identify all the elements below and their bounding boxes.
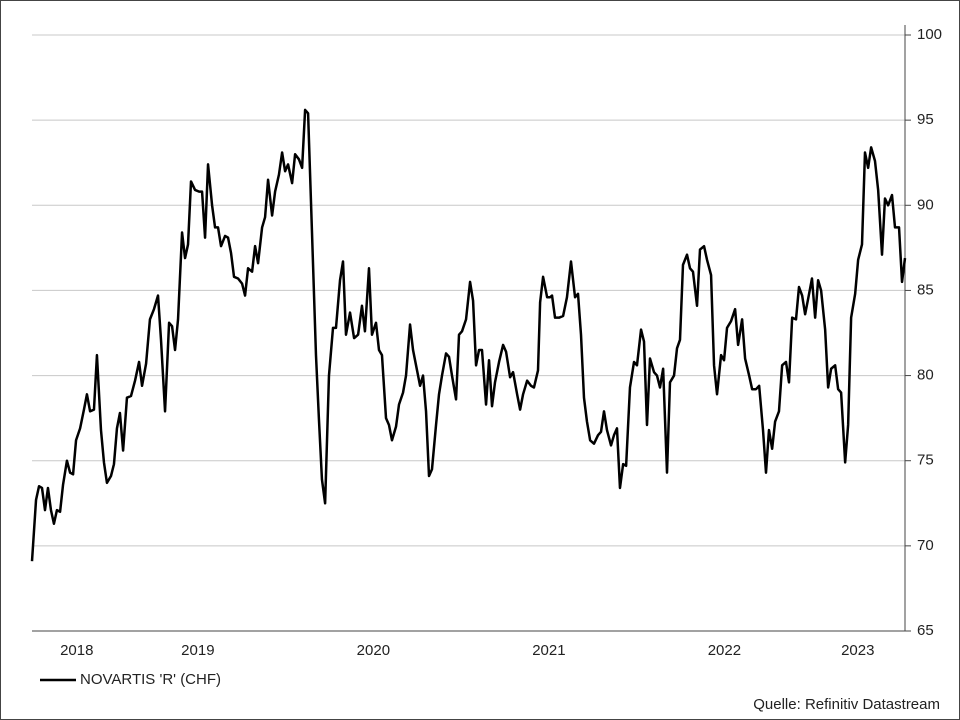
legend-label: NOVARTIS 'R' (CHF) — [80, 671, 221, 688]
y-tick-label: 80 — [917, 367, 934, 384]
y-tick-label: 90 — [917, 196, 934, 213]
source: Quelle: Refinitiv Datastream — [753, 696, 940, 713]
y-tick-label: 75 — [917, 452, 934, 469]
x-tick-label: 2021 — [532, 642, 565, 659]
y-tick-label: 85 — [917, 281, 934, 298]
x-tick-label: 2020 — [357, 642, 390, 659]
x-tick-label: 2022 — [708, 642, 741, 659]
x-tick-label: 2019 — [181, 642, 214, 659]
y-tick-label: 100 — [917, 26, 942, 43]
x-tick-label: 2018 — [60, 642, 93, 659]
price-line — [30, 108, 907, 562]
x-tick-label: 2023 — [841, 642, 874, 659]
y-tick-label: 95 — [917, 111, 934, 128]
y-tick-label: 65 — [917, 622, 934, 639]
y-tick-label: 70 — [917, 537, 934, 554]
